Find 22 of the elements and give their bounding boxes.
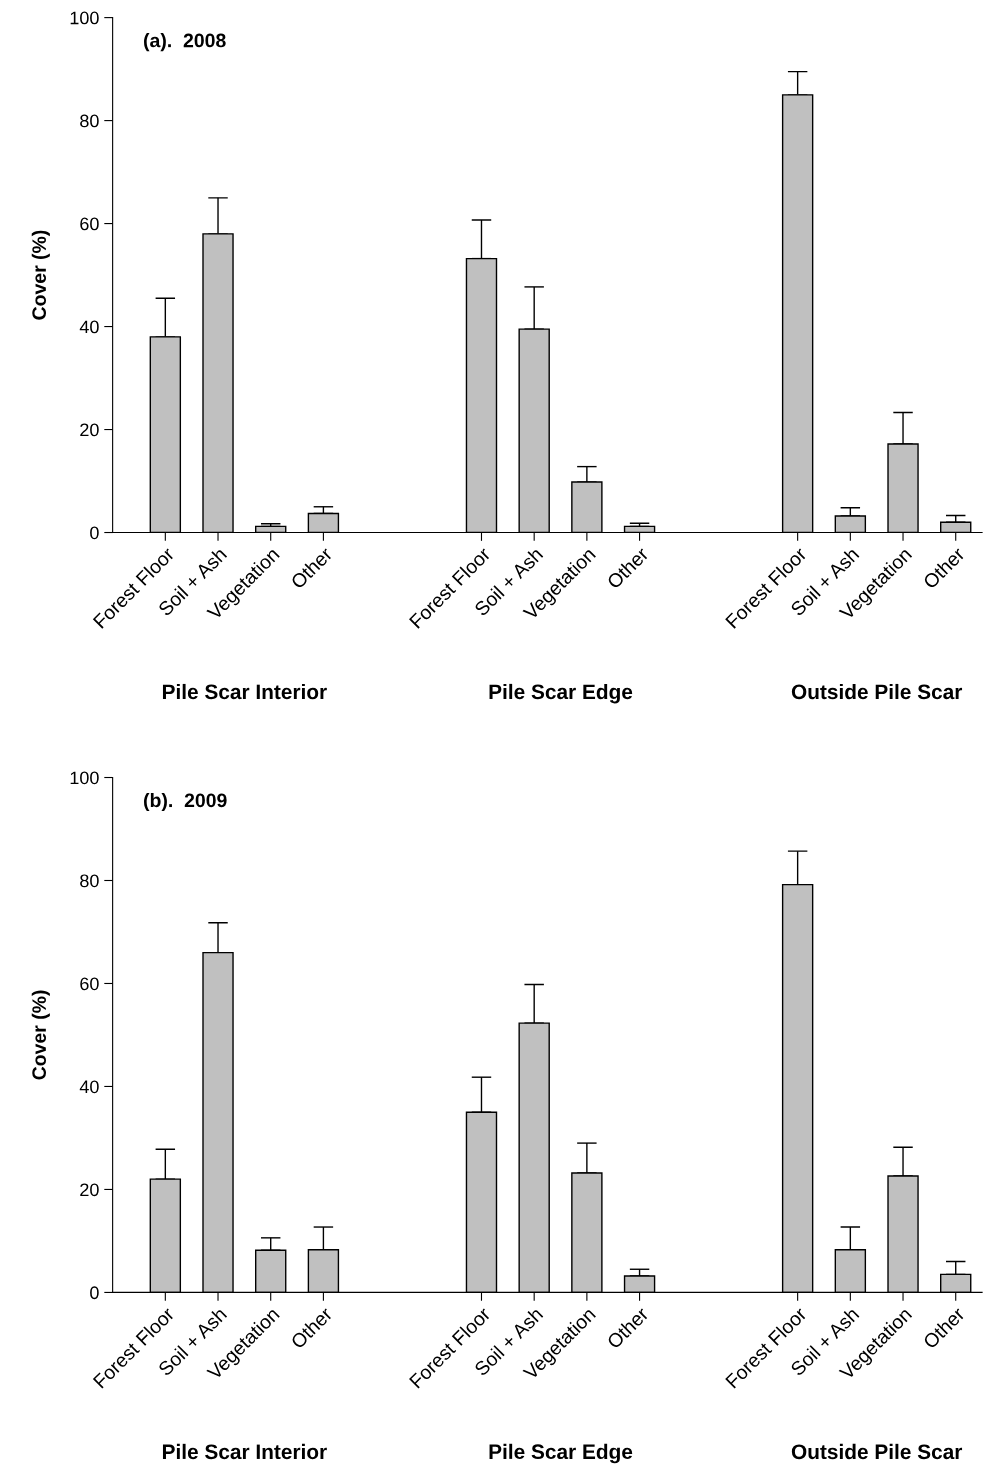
text: Pile Scar Edge — [489, 683, 633, 704]
y-axis-title: Cover (%) — [31, 990, 50, 1080]
text: (a). 2008 — [144, 33, 226, 52]
y-tick-label: 100 — [70, 771, 99, 785]
text: Pile Scar Interior — [162, 1443, 327, 1460]
y-tick-label: 60 — [80, 217, 99, 231]
y-tick-label: 40 — [79, 320, 99, 334]
y-tick-label: 60 — [80, 977, 99, 991]
y-tick-label: 20 — [80, 423, 99, 437]
text: (b). 2009 — [144, 792, 227, 812]
text: Outside Pile Scar — [791, 683, 963, 700]
y-tick-label: 20 — [80, 1183, 99, 1197]
text: Pile Scar Interior — [162, 683, 327, 700]
y-tick-label: 100 — [70, 11, 99, 25]
text: Pile Scar Edge — [489, 1443, 633, 1464]
y-axis-title: Cover (%) — [31, 230, 50, 320]
y-tick-label: 0 — [90, 526, 99, 540]
text: Outside Pile Scar — [791, 1443, 963, 1460]
y-tick-label: 80 — [80, 874, 99, 888]
y-tick-label: 0 — [90, 1286, 99, 1300]
y-tick-label: 40 — [79, 1080, 99, 1094]
y-tick-label: 80 — [80, 114, 99, 128]
